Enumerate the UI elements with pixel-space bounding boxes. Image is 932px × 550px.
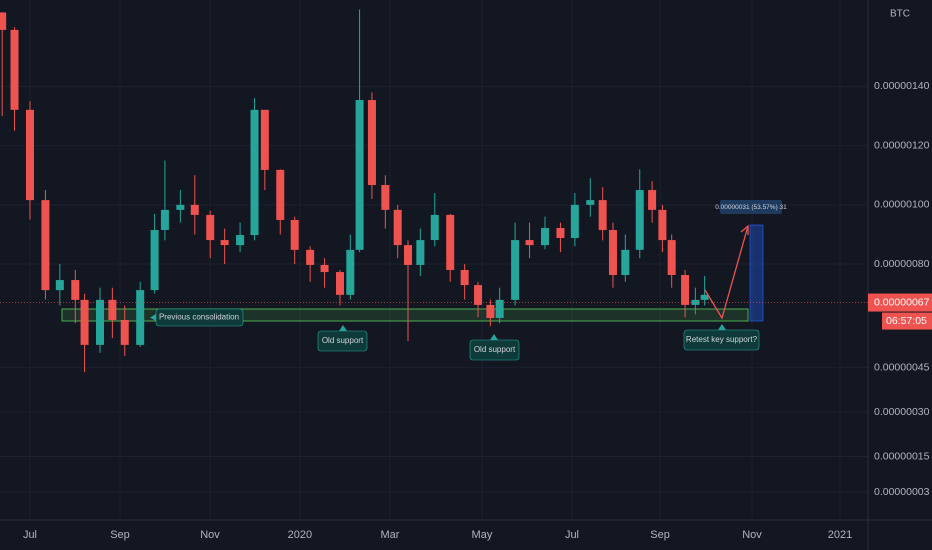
y-tick-label: 0.00000100 [874, 199, 930, 211]
x-tick-label: May [472, 529, 493, 541]
projection-line [704, 225, 749, 320]
candle-body [71, 280, 80, 300]
candle-body [474, 285, 483, 305]
price-label: 0.00000067 [874, 296, 930, 308]
candle-body [276, 169, 285, 220]
candle-body [160, 209, 169, 231]
callout-pointer [339, 325, 347, 331]
candle-body [430, 214, 439, 241]
candle-body [250, 109, 259, 236]
candle-body [0, 12, 7, 30]
candle-body [150, 230, 159, 291]
y-tick-label: 0.00000140 [874, 80, 930, 92]
candle-body [260, 109, 269, 170]
candle-body [460, 269, 469, 286]
y-tick-label: 0.00000045 [874, 361, 930, 373]
y-tick-label: 0.00000030 [874, 406, 930, 418]
annotation: Previous consolidation [159, 313, 239, 322]
candle-body [355, 100, 364, 250]
x-tick-label: Jul [565, 529, 579, 541]
candle-body [336, 272, 345, 295]
x-tick-label: Sep [110, 529, 130, 541]
candle-body [290, 219, 299, 250]
candle-body [700, 294, 709, 300]
candle-body [556, 227, 565, 239]
x-tick-label: Nov [200, 529, 220, 541]
annotation: Old support [474, 345, 516, 354]
x-tick-label: Jul [23, 529, 37, 541]
candle-body [136, 290, 145, 345]
candle-body [486, 304, 495, 318]
candle-body [570, 204, 579, 239]
x-tick-label: 2021 [828, 529, 852, 541]
candle-body [206, 214, 215, 241]
candle-body [403, 245, 412, 265]
candle-body [658, 209, 667, 241]
candle-body [176, 204, 185, 210]
candle-body [416, 240, 425, 265]
callout-pointer [490, 334, 498, 340]
y-tick-label: 0.00000080 [874, 258, 930, 270]
candle-body [10, 29, 19, 110]
annotation: Old support [322, 336, 364, 345]
candles [0, 9, 709, 373]
candle-body [236, 235, 245, 246]
candle-body [681, 275, 690, 305]
candle-body [635, 190, 644, 250]
candle-body [691, 299, 700, 305]
grid [0, 0, 868, 520]
ruler-label: 0.00000031 (53.57%) 31 [715, 204, 787, 211]
candle-body [511, 240, 520, 300]
candle-body [586, 200, 595, 205]
candle-body [55, 280, 64, 291]
candle-body [96, 299, 105, 345]
candle-body [120, 320, 129, 345]
candle-body [621, 249, 630, 276]
candle-body [525, 240, 534, 246]
candle-body [41, 200, 50, 291]
countdown-badge [882, 312, 932, 330]
callout-pointer [150, 314, 156, 321]
y-tick-label: 0.00000015 [874, 450, 930, 462]
candle-body [346, 249, 355, 295]
candle-body [108, 299, 117, 321]
candle-body [393, 209, 402, 246]
candle-body [598, 200, 607, 231]
candle-body [190, 204, 199, 215]
candle-body [648, 190, 657, 210]
candle-body [220, 240, 229, 246]
candle-body [495, 299, 504, 318]
candle-body [446, 214, 455, 270]
ruler-label-box [720, 200, 782, 214]
price-badge [868, 293, 932, 312]
x-tick-label: 2020 [288, 529, 312, 541]
ruler-box [749, 224, 764, 322]
candle-body [80, 299, 89, 345]
callout-pointer [718, 324, 726, 330]
countdown: 06:57:05 [886, 315, 927, 327]
x-tick-label: Mar [380, 529, 399, 541]
candle-body [667, 240, 676, 276]
candle-body [320, 264, 329, 273]
currency: BTC [890, 9, 910, 20]
candle-body [306, 249, 315, 265]
annotation: Retest key support? [686, 335, 758, 344]
candle-body [608, 230, 617, 276]
axis-labels: 0.00000140 0.00000120 0.00000100 0.00000080… [23, 80, 930, 541]
y-tick-label: 0.00000120 [874, 139, 930, 151]
x-tick-label: Nov [742, 529, 762, 541]
candle-body [381, 185, 390, 210]
y-tick-label: 0.00000003 [874, 486, 930, 498]
x-tick-label: Sep [650, 529, 670, 541]
candle-body [25, 109, 34, 201]
currency-badge [888, 5, 912, 21]
projection-arrow [740, 224, 749, 235]
candle-body [540, 227, 549, 246]
candle-body [367, 100, 376, 186]
